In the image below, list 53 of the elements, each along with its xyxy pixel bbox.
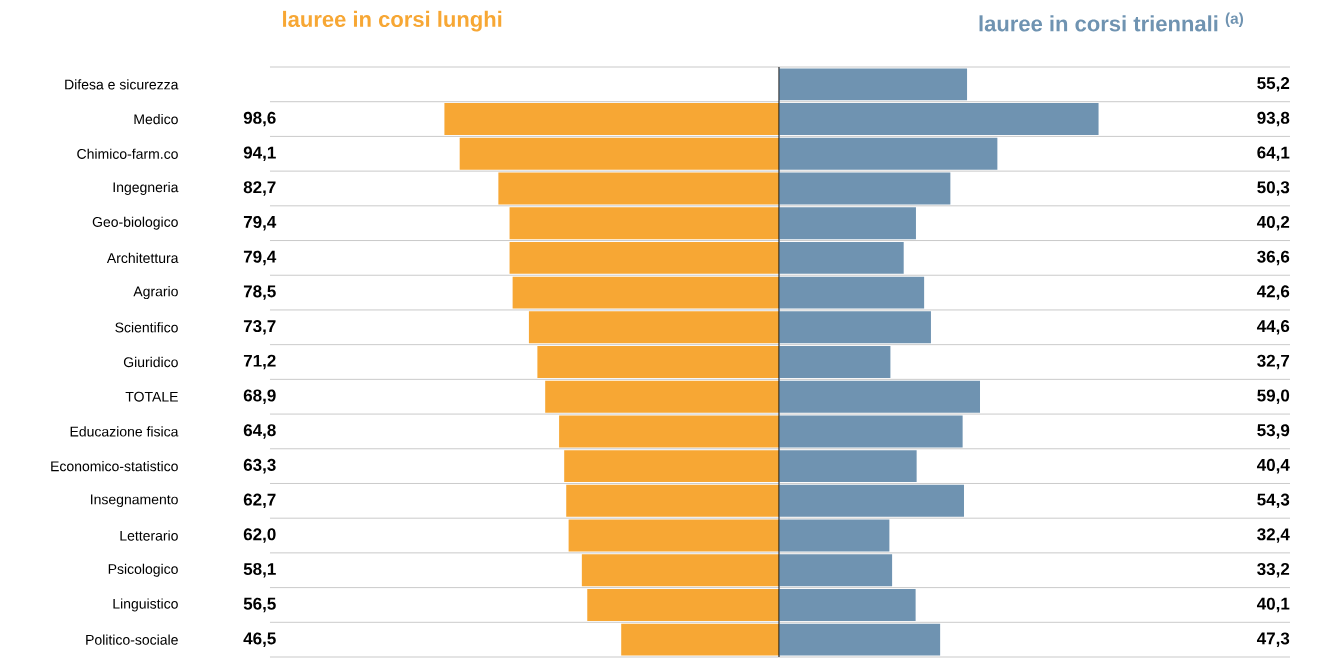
data-label: 40,4 (1256, 458, 1290, 474)
y-tick-label: Giuridico (123, 356, 178, 368)
data-label: 59,0 (1257, 389, 1290, 404)
data-label: 63,3 (243, 458, 276, 474)
data-label: 98,6 (243, 111, 276, 127)
y-tick-label: Linguistico (113, 598, 178, 612)
y-tick-label: Scientifico (115, 322, 178, 333)
y-tick-label: Architettura (106, 252, 179, 264)
data-label: 68,9 (243, 389, 276, 404)
data-label: 33,2 (1257, 562, 1290, 578)
bar (779, 68, 968, 101)
y-tick-label: Medico (134, 113, 178, 125)
y-tick-label: Ingegneria (113, 181, 179, 195)
data-label: 46,5 (243, 632, 276, 647)
y-tick-label: TOTALE (125, 391, 178, 402)
chart-title: lauree in corsi lunghi (283, 10, 502, 32)
data-label: 64,8 (243, 424, 276, 439)
data-label: 73,7 (243, 320, 276, 335)
data-label: 62,7 (243, 493, 276, 509)
y-tick-label: Insegnamento (91, 494, 178, 508)
data-label: 82,7 (243, 181, 276, 196)
data-label: 53,9 (1257, 424, 1290, 439)
data-label: 93,8 (1257, 111, 1290, 127)
y-tick-label: Psicologico (108, 563, 178, 577)
data-label: 62,0 (243, 528, 276, 543)
y-tick-label: Economico-statistico (51, 460, 178, 472)
y-tick-label: Agrario (133, 286, 178, 300)
data-label: 56,5 (243, 597, 276, 613)
data-label: 78,5 (243, 285, 276, 300)
data-label: 50,3 (1257, 181, 1290, 196)
data-label: 44,6 (1256, 320, 1290, 335)
data-label: 32,4 (1257, 528, 1290, 543)
y-tick-label: Chimico-farm.co (77, 148, 178, 159)
chart-title: lauree in corsi triennali $^{(a)}$ (979, 12, 1244, 32)
y-tick-label: Difesa e sicurezza (65, 79, 179, 90)
data-label: 58,1 (243, 562, 276, 578)
data-label: 55,2 (1257, 77, 1290, 92)
data-label: 71,2 (243, 354, 276, 370)
data-label: 42,6 (1256, 285, 1290, 300)
data-label: 47,3 (1256, 632, 1290, 647)
y-tick-label: Geo-biologico (92, 216, 178, 230)
data-label: 94,1 (243, 146, 276, 162)
y-tick-label: Letterario (120, 530, 178, 541)
data-label: 32,7 (1257, 354, 1290, 370)
data-label: 40,1 (1256, 597, 1290, 613)
y-tick-label: Educazione fisica (70, 426, 179, 437)
data-label: 79,4 (243, 215, 277, 231)
data-label: 40,2 (1256, 215, 1290, 231)
data-label: 79,4 (243, 250, 277, 266)
data-label: 54,3 (1257, 493, 1290, 509)
data-label: 64,1 (1257, 146, 1290, 162)
data-label: 36,6 (1257, 250, 1290, 266)
y-tick-label: Politico-sociale (86, 634, 178, 645)
